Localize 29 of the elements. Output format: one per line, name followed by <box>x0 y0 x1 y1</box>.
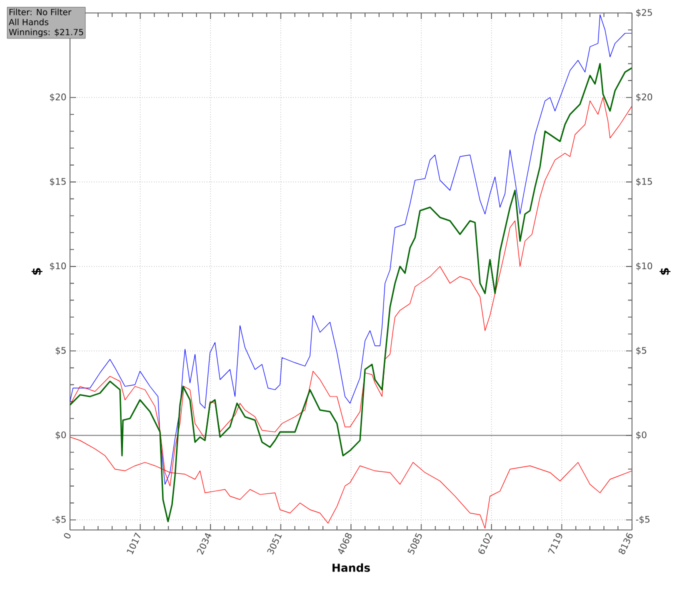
x-tick-label: 5085 <box>408 532 422 555</box>
x-tick-label: 0 <box>64 533 71 538</box>
x-tick-label: 6102 <box>478 533 493 554</box>
y2-tick-label: $25 <box>636 8 652 18</box>
annotation: Filter: No Filter <box>10 8 72 16</box>
x-tick-label: 7119 <box>548 533 562 554</box>
y2-axis-title: $ <box>660 268 670 275</box>
y2-tick-label: -$5 <box>636 516 650 524</box>
y-tick-label: $0 <box>56 431 66 440</box>
x-tick-label: 4068 <box>338 533 352 554</box>
y2-tick-label: $0 <box>636 431 646 440</box>
y2-tick-label: $5 <box>636 346 646 355</box>
y2-tick-label: $10 <box>636 262 652 270</box>
y-axis-title: $ <box>32 268 42 275</box>
y2-tick-label: $20 <box>636 93 652 102</box>
y-tick-label: $15 <box>50 178 66 186</box>
y-tick-label: $5 <box>56 346 66 355</box>
y-tick-label: $20 <box>50 93 66 102</box>
text: All Hands <box>8 18 48 26</box>
x-tick-label: 1017 <box>126 532 140 554</box>
annotation: Winnings: $21.75 <box>8 28 84 37</box>
x-tick-label: 2034 <box>196 533 212 555</box>
line-series <box>70 62 632 522</box>
x-axis-title: Hands <box>332 563 370 572</box>
y-tick-label: -$5 <box>52 516 66 524</box>
x-tick-label: 8136 <box>618 532 633 554</box>
x-tick-label: 3051 <box>267 534 282 555</box>
y-tick-label: $10 <box>50 262 66 270</box>
y2-tick-label: $15 <box>636 178 652 186</box>
